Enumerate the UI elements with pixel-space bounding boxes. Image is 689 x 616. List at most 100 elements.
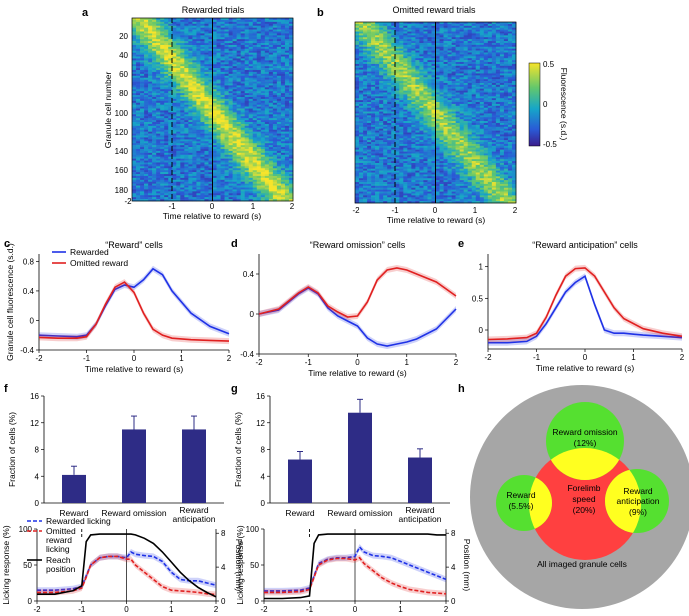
- heatmap-cell: [391, 65, 396, 69]
- heatmap-cell: [495, 73, 501, 76]
- heatmap-cell: [272, 156, 278, 159]
- heatmap-cell: [168, 189, 173, 192]
- heatmap-cell: [491, 44, 497, 48]
- heatmap-cell: [272, 112, 278, 115]
- heatmap-cell: [276, 25, 282, 28]
- heatmap-cell: [204, 77, 209, 80]
- heatmap-cell: [256, 197, 262, 200]
- heatmap-cell: [188, 54, 193, 57]
- heatmap-cell: [200, 66, 205, 69]
- heatmap-cell: [164, 168, 169, 171]
- heatmap-cell: [260, 19, 266, 23]
- heatmap-cell: [200, 89, 205, 92]
- heatmap-cell: [204, 195, 209, 198]
- heatmap-cell: [236, 162, 241, 165]
- heatmap-cell: [495, 62, 501, 65]
- heatmap-cell: [188, 89, 193, 92]
- heatmap-cell: [160, 179, 165, 183]
- heatmap-cell: [288, 25, 294, 28]
- heatmap-cell: [399, 62, 404, 65]
- heatmap-cell: [164, 141, 169, 144]
- heatmap-cell: [383, 69, 388, 72]
- heatmap-cell: [132, 27, 137, 30]
- heatmap-cell: [511, 71, 517, 74]
- heatmap-cell: [507, 37, 513, 40]
- heatmap-cell: [224, 23, 229, 27]
- heatmap-cell: [144, 66, 149, 69]
- heatmap-cell: [463, 65, 469, 69]
- heatmap-cell: [240, 127, 246, 131]
- heatmap-cell: [455, 44, 460, 48]
- heatmap-cell: [443, 29, 448, 32]
- heatmap-cell: [184, 116, 189, 119]
- heatmap-cell: [188, 81, 193, 84]
- heatmap-cell: [188, 18, 193, 21]
- heatmap-cell: [395, 44, 400, 48]
- heatmap-cell: [228, 175, 233, 179]
- heatmap-cell: [395, 75, 400, 78]
- heatmap-cell: [256, 95, 262, 98]
- heatmap-cell: [140, 145, 145, 148]
- heatmap-cell: [264, 131, 270, 134]
- heatmap-cell: [152, 110, 157, 113]
- heatmap-cell: [276, 85, 282, 88]
- heatmap-cell: [276, 19, 282, 23]
- heatmap-cell: [212, 79, 217, 82]
- heatmap-cell: [455, 27, 460, 30]
- heatmap-cell: [156, 89, 161, 92]
- heatmap-cell: [463, 62, 469, 65]
- heatmap-cell: [132, 193, 137, 196]
- heatmap-cell: [359, 54, 364, 57]
- heatmap-cell: [240, 199, 246, 202]
- heatmap-cell: [204, 174, 209, 177]
- heatmap-cell: [268, 179, 274, 183]
- heatmap-cell: [475, 60, 481, 63]
- heatmap-cell: [459, 37, 464, 40]
- heatmap-cell: [156, 85, 161, 88]
- heatmap-cell: [224, 106, 229, 109]
- heatmap-cell: [204, 158, 209, 161]
- heatmap-cell: [288, 185, 294, 188]
- heatmap-cell: [363, 42, 368, 46]
- heatmap-cell: [176, 27, 181, 30]
- heatmap-cell: [280, 85, 286, 88]
- heatmap-cell: [387, 67, 392, 70]
- heatmap-cell: [284, 189, 290, 192]
- heatmap-cell: [200, 18, 205, 21]
- heatmap-cell: [276, 174, 282, 177]
- heatmap-cell: [459, 75, 464, 78]
- heatmap-cell: [132, 29, 137, 32]
- heatmap-cell: [148, 123, 153, 127]
- heatmap-cell: [268, 29, 274, 32]
- heatmap-cell: [387, 29, 392, 32]
- heatmap-cell: [244, 145, 250, 148]
- heatmap-cell: [355, 63, 360, 67]
- heatmap-cell: [212, 123, 217, 127]
- panel-label-g: g: [231, 383, 238, 395]
- heatmap-cell: [236, 89, 241, 92]
- heatmap-cell: [192, 181, 197, 184]
- heatmap-cell: [196, 129, 201, 132]
- heatmap-cell: [148, 139, 153, 142]
- heatmap-cell: [359, 42, 364, 46]
- heatmap-cell: [132, 50, 137, 53]
- heatmap-cell: [244, 52, 250, 55]
- heatmap-cell: [479, 73, 485, 76]
- heatmap-cell: [511, 67, 517, 70]
- heatmap-cell: [244, 110, 250, 113]
- heatmap-cell: [132, 60, 137, 63]
- heatmap-cell: [467, 22, 473, 25]
- heatmap-cell: [216, 33, 221, 36]
- heatmap-cell: [168, 172, 173, 175]
- heatmap-cell: [419, 50, 424, 53]
- heatmap-cell: [459, 25, 464, 29]
- heatmap-cell: [272, 44, 278, 48]
- heatmap-cell: [204, 135, 209, 138]
- heatmap-cell: [160, 177, 165, 181]
- heatmap-cell: [252, 68, 258, 71]
- heatmap-cell: [252, 33, 258, 36]
- heatmap-cell: [495, 23, 501, 27]
- heatmap-cell: [200, 64, 205, 67]
- heatmap-cell: [495, 44, 501, 48]
- heatmap-cell: [435, 73, 440, 76]
